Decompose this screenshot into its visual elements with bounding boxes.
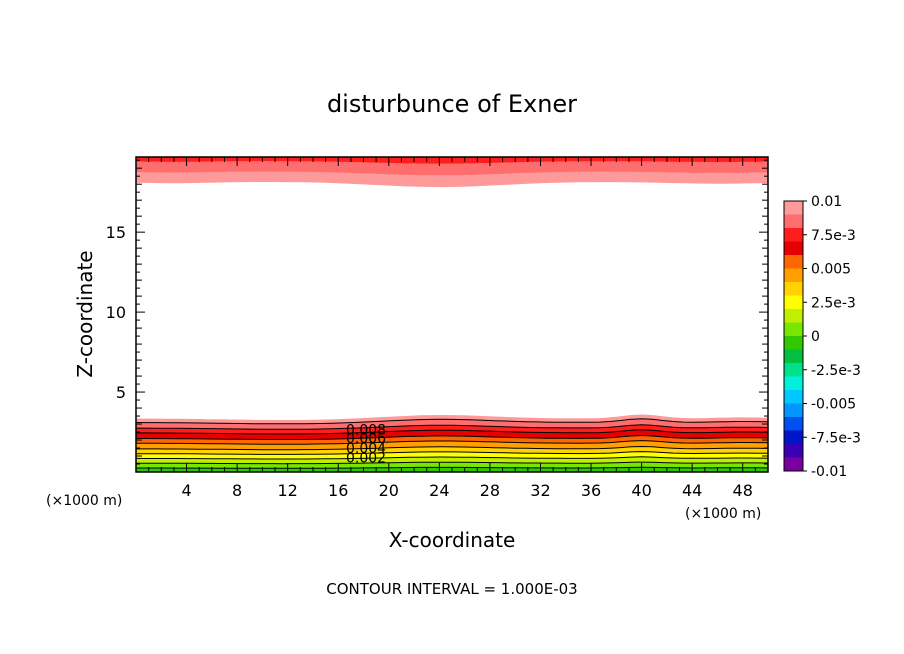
contour-line [136, 440, 768, 445]
colorbar-tick-label: 0 [811, 329, 820, 345]
contour-line [136, 451, 768, 455]
x-unit-left: (×1000 m) [46, 493, 122, 509]
x-tick-label: 40 [631, 481, 651, 500]
x-unit-right: (×1000 m) [685, 506, 761, 522]
x-tick-label: 16 [328, 481, 348, 500]
contour-line [136, 418, 768, 425]
colorbar-swatch [784, 214, 803, 229]
contour-label: 0.004 [346, 441, 386, 457]
colorbar-swatch [784, 403, 803, 418]
colorbar-swatch [784, 457, 803, 472]
x-tick-label: 12 [278, 481, 298, 500]
contour-label: 0.002 [346, 450, 386, 466]
contour-line [136, 456, 768, 460]
x-axis-label: X-coordinate [389, 528, 516, 552]
contour-line [136, 429, 768, 435]
contour-line [136, 424, 768, 430]
colorbar-tick-label: -7.5e-3 [811, 430, 861, 446]
chart-title: disturbunce of Exner [327, 90, 577, 118]
y-axis-label: Z-coordinate [73, 250, 97, 377]
x-tick-label: 4 [181, 481, 191, 500]
colorbar-tick-label: -2.5e-3 [811, 363, 861, 379]
colorbar-swatch [784, 255, 803, 269]
colorbar-swatch [784, 228, 803, 242]
contour-band-top [136, 157, 768, 176]
colorbar-swatch [784, 322, 803, 337]
contour-label: 0.008 [346, 422, 386, 438]
colorbar-swatch [784, 336, 803, 350]
y-tick-label: 5 [116, 383, 126, 402]
colorbar-swatch [784, 201, 803, 215]
colorbar-tick-label: 0.01 [811, 194, 842, 210]
colorbar: 0.01 7.5e-3 0.005 2.5e-3 0 -2.5e-3 -0.005 -7.5e… [783, 194, 861, 480]
colorbar-tick-label: 2.5e-3 [811, 295, 856, 311]
colorbar-swatch [784, 295, 803, 310]
y-tick-label: 10 [106, 303, 126, 322]
colorbar-swatch [784, 363, 803, 377]
colorbar-swatch [784, 268, 803, 283]
colorbar-swatch [784, 309, 803, 323]
contour-line [136, 445, 768, 451]
x-tick-label: 8 [232, 481, 242, 500]
x-tick-label: 36 [581, 481, 601, 500]
x-tick-label: 24 [429, 481, 449, 500]
y-tick-label: 15 [106, 223, 126, 242]
x-tick-label: 48 [733, 481, 753, 500]
contour-line [136, 461, 768, 465]
colorbar-swatch [784, 417, 803, 431]
colorbar-tick-label: 7.5e-3 [811, 228, 856, 244]
contour-label: 0.006 [346, 431, 386, 447]
colorbar-swatch [784, 282, 803, 296]
colorbar-tick-label: -0.01 [811, 464, 847, 480]
colorbar-swatch [784, 349, 803, 364]
x-tick-label: 28 [480, 481, 500, 500]
x-tick-label: 20 [379, 481, 399, 500]
colorbar-swatch [784, 241, 803, 256]
colorbar-swatch [784, 376, 803, 391]
colorbar-swatch [784, 390, 803, 404]
x-tick-label: 32 [530, 481, 550, 500]
contour-interval-note: CONTOUR INTERVAL = 1.000E-03 [326, 580, 577, 598]
colorbar-swatch [784, 444, 803, 458]
contour-line [136, 434, 768, 440]
colorbar-tick-label: -0.005 [811, 397, 856, 413]
colorbar-tick-label: 0.005 [811, 262, 851, 278]
x-tick-label: 44 [682, 481, 702, 500]
colorbar-swatch [784, 430, 803, 445]
